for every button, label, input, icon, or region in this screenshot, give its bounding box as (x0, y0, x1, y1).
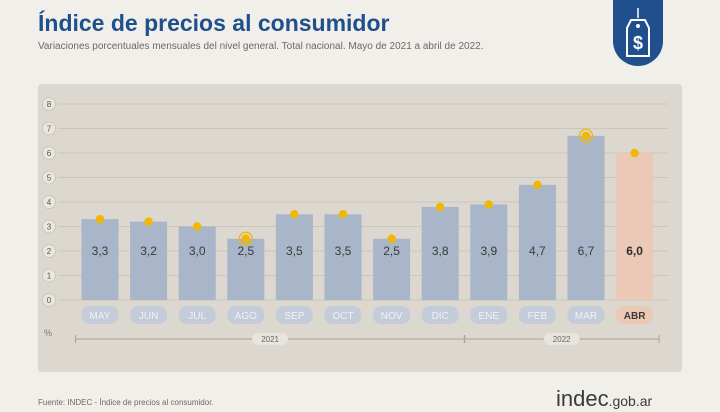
category-pill (518, 306, 556, 324)
category-pill (567, 306, 605, 324)
page-subtitle: Variaciones porcentuales mensuales del n… (38, 41, 484, 52)
category-pill (275, 306, 313, 324)
bar (373, 238, 411, 300)
ytick-marker (42, 170, 56, 185)
ytick-label: 6 (47, 149, 52, 158)
category-pill (178, 306, 216, 324)
bar (324, 214, 362, 300)
ytick-label: 2 (47, 247, 52, 256)
data-label: 6,7 (578, 244, 595, 258)
data-point (193, 222, 202, 231)
bar (518, 184, 556, 300)
data-point (144, 217, 153, 226)
bar (227, 238, 265, 300)
year-pill (252, 333, 289, 345)
svg-text:$: $ (633, 33, 643, 53)
category-label: ENE (479, 311, 500, 322)
category-label: AGO (235, 311, 257, 322)
price-tag-dollar-icon: $ (626, 8, 650, 57)
source-note: Fuente: INDEC - Índice de precios al con… (38, 398, 214, 407)
data-point (290, 210, 299, 219)
data-label: 3,8 (432, 244, 449, 258)
data-label: 3,2 (140, 244, 157, 258)
ytick-marker (42, 219, 56, 234)
ytick-label: 5 (47, 174, 52, 183)
category-pill (470, 306, 508, 324)
ytick-label: 0 (47, 296, 52, 305)
category-label: NOV (381, 311, 403, 322)
category-label: ABR (624, 311, 646, 322)
data-point-ring (578, 128, 594, 143)
ytick-marker (42, 244, 56, 258)
data-point (241, 234, 250, 243)
bar (81, 219, 119, 300)
ytick-label: 3 (47, 223, 52, 232)
bar (421, 206, 459, 300)
ytick-marker (42, 293, 56, 307)
ytick-marker (42, 195, 56, 209)
data-point (387, 234, 396, 243)
category-pill (616, 306, 654, 324)
data-point-ring (238, 231, 253, 246)
page-title: Índice de precios al consumidor (38, 10, 390, 36)
category-label: MAR (575, 311, 597, 322)
data-point (338, 210, 348, 219)
bar (275, 214, 313, 300)
price-tag-badge: $ (613, 0, 663, 66)
category-label: OCT (332, 311, 353, 322)
ytick-marker (42, 268, 56, 283)
bar (567, 135, 605, 300)
ytick-marker (42, 121, 56, 136)
category-pill (421, 306, 459, 324)
y-axis-label: % (44, 328, 52, 338)
bar (616, 153, 654, 300)
data-point (484, 200, 493, 209)
data-label: 4,7 (529, 244, 546, 258)
indec-logo: indec.gob.ar (556, 386, 653, 411)
data-label: 2,5 (383, 244, 400, 258)
bar (470, 204, 508, 300)
data-label: 3,0 (189, 244, 206, 258)
year-pill (543, 333, 580, 345)
year-label: 2021 (261, 335, 279, 344)
ytick-label: 8 (47, 100, 52, 109)
category-pill (130, 306, 168, 324)
ytick-label: 7 (47, 125, 52, 134)
ytick-marker (42, 97, 56, 111)
category-label: DIC (432, 311, 449, 322)
category-pill (81, 306, 119, 324)
data-label: 3,9 (480, 244, 497, 258)
data-point (630, 148, 639, 158)
year-label: 2022 (553, 335, 571, 344)
category-label: SEP (284, 311, 304, 322)
category-label: JUN (139, 311, 158, 322)
chart-panel: 0 1 2 3 4 5 6 7 8% 3,3 MAY 3,2 JUN 3,0 JUL 2,5 AGO 3,5 SEP… (38, 84, 682, 372)
bar (130, 221, 168, 300)
bar-chart: 0 1 2 3 4 5 6 7 8% 3,3 MAY 3,2 JUN 3,0 JUL 2,5 AGO 3,5 SEP… (42, 97, 668, 345)
category-pill (373, 306, 411, 324)
ytick-marker (42, 146, 56, 160)
category-pill (324, 306, 362, 324)
data-label: 3,5 (286, 244, 303, 258)
data-point (581, 131, 591, 141)
data-point (95, 214, 105, 224)
data-label: 6,0 (626, 244, 643, 258)
category-pill (227, 306, 265, 324)
bar (178, 226, 216, 300)
data-point (436, 202, 445, 212)
data-label: 3,3 (92, 244, 109, 258)
category-label: MAY (90, 311, 111, 322)
category-label: FEB (528, 311, 548, 322)
data-point (533, 180, 542, 190)
data-label: 2,5 (237, 244, 254, 258)
category-label: JUL (188, 311, 206, 322)
ytick-label: 1 (47, 272, 52, 281)
data-label: 3,5 (335, 244, 352, 258)
ytick-label: 4 (47, 198, 52, 207)
